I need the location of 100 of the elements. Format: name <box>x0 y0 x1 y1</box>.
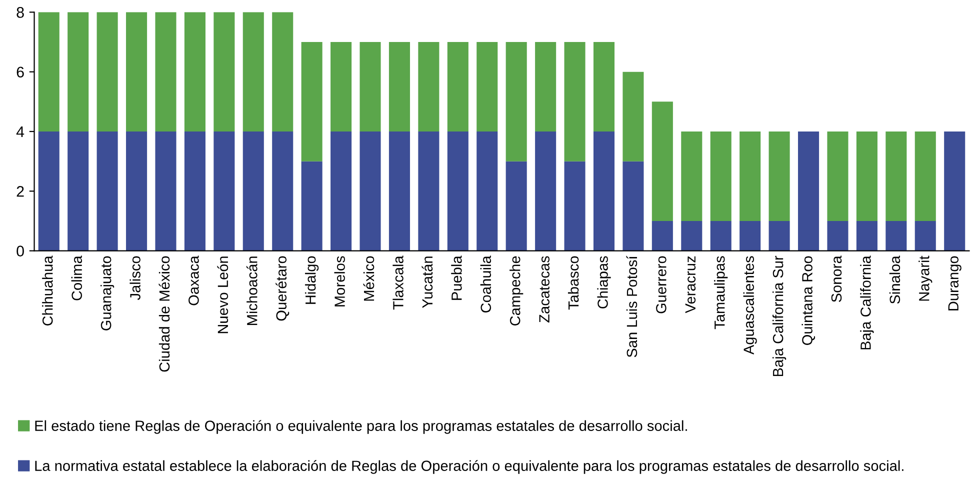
bar <box>330 131 352 251</box>
bar <box>564 161 586 251</box>
bar <box>184 12 206 132</box>
bar <box>330 42 352 132</box>
x-tick-label: Querétaro <box>276 256 290 321</box>
bar <box>447 131 468 251</box>
x-tick-label: Nayarit <box>918 256 932 301</box>
y-tick-label: 6 <box>16 66 24 78</box>
bar <box>272 12 294 132</box>
x-tick-label: Campeche <box>510 256 524 326</box>
bar <box>710 220 732 251</box>
bar <box>652 220 673 251</box>
bar <box>914 220 936 251</box>
bar <box>827 220 848 251</box>
x-tick-label: Guerrero <box>656 256 666 314</box>
bar <box>622 72 644 162</box>
bar <box>740 131 761 221</box>
legend-label: El estado tiene Reglas de Operación o equivalente para los programas estatales de desarrollo social. <box>35 420 687 434</box>
bar <box>126 12 148 132</box>
x-tick-label: Chiapas <box>597 256 611 308</box>
bar <box>886 131 907 221</box>
x-tick-label: Aguascalientes <box>743 256 757 355</box>
bar <box>214 12 235 132</box>
bar <box>301 42 322 162</box>
bar <box>418 131 440 251</box>
bar <box>68 131 89 251</box>
x-tick-label: Sinaloa <box>889 256 900 304</box>
x-tick-label: Jalisco <box>130 256 140 300</box>
bar <box>506 42 527 162</box>
x-tick-label: Tlaxcala <box>392 256 404 310</box>
bar <box>242 12 264 132</box>
bar <box>506 161 527 251</box>
bar <box>388 42 410 132</box>
x-tick-label: Tabasco <box>568 256 579 310</box>
x-tick-label: Sonora <box>831 256 842 302</box>
x-tick-label: San Luis Potosí <box>626 256 638 358</box>
x-tick-label: Hidalgo <box>305 256 319 304</box>
y-tick-label: 4 <box>16 126 24 138</box>
bar <box>827 131 848 221</box>
bar <box>768 220 790 251</box>
bar <box>388 131 410 251</box>
bar <box>535 42 556 132</box>
bar <box>535 131 556 251</box>
bar <box>360 131 381 251</box>
bar <box>418 42 440 132</box>
bar <box>710 131 732 221</box>
bar <box>272 131 294 251</box>
bar <box>476 42 498 132</box>
bar <box>681 220 702 251</box>
y-tick-label: 0 <box>16 246 24 256</box>
bar <box>447 42 468 132</box>
bar <box>914 131 936 221</box>
x-tick-label: Veracruz <box>685 256 696 314</box>
x-tick-label: Coahuila <box>480 256 492 312</box>
bar <box>622 161 644 251</box>
bar <box>38 12 60 132</box>
x-tick-label: Zacatecas <box>539 256 550 322</box>
bar <box>944 131 966 251</box>
x-tick-label: Morelos <box>334 256 345 306</box>
bar <box>564 42 586 162</box>
x-tick-label: Nuevo León <box>217 256 228 334</box>
legend-label: La normativa estatal establece la elaboración de Reglas de Operación o equivalente para los programas estatales de desarrollo social. <box>35 460 904 474</box>
x-tick-label: Tamaulipas <box>714 256 728 330</box>
bar <box>96 12 118 132</box>
bar <box>38 131 60 251</box>
bar <box>476 131 498 251</box>
x-tick-label: Baja California <box>860 256 874 350</box>
bar <box>214 131 235 251</box>
bar <box>184 131 206 251</box>
x-tick-label: Durango <box>948 256 962 310</box>
x-tick-label: Colima <box>71 256 82 300</box>
y-tick-label: 2 <box>16 186 24 197</box>
x-tick-label: Michoacán <box>246 256 258 325</box>
bar <box>886 220 907 251</box>
x-tick-label: Baja California Sur <box>772 256 786 376</box>
x-tick-label: Ciudad de México <box>158 256 170 372</box>
bar <box>126 131 148 251</box>
bar <box>68 12 89 132</box>
bar <box>242 131 264 251</box>
bar <box>856 220 878 251</box>
bar <box>301 161 322 251</box>
bar <box>740 220 761 251</box>
y-tick-label: 8 <box>16 7 24 18</box>
bar <box>155 131 176 251</box>
bar <box>681 131 702 221</box>
bar <box>96 131 118 251</box>
bar <box>768 131 790 221</box>
bar <box>593 131 615 251</box>
x-tick-label: Quintana Roo <box>802 256 816 345</box>
bar <box>360 42 381 132</box>
x-tick-label: Puebla <box>451 256 462 300</box>
x-tick-label: Chihuahua <box>42 256 53 326</box>
bar <box>155 12 176 132</box>
bar <box>593 42 615 132</box>
x-tick-label: Oaxaca <box>188 256 199 306</box>
x-tick-label: Guanajuato <box>100 256 114 330</box>
x-tick-label: Yucatán <box>422 256 433 308</box>
bar <box>652 102 673 221</box>
bar <box>798 131 820 251</box>
x-tick-label: México <box>363 256 374 301</box>
